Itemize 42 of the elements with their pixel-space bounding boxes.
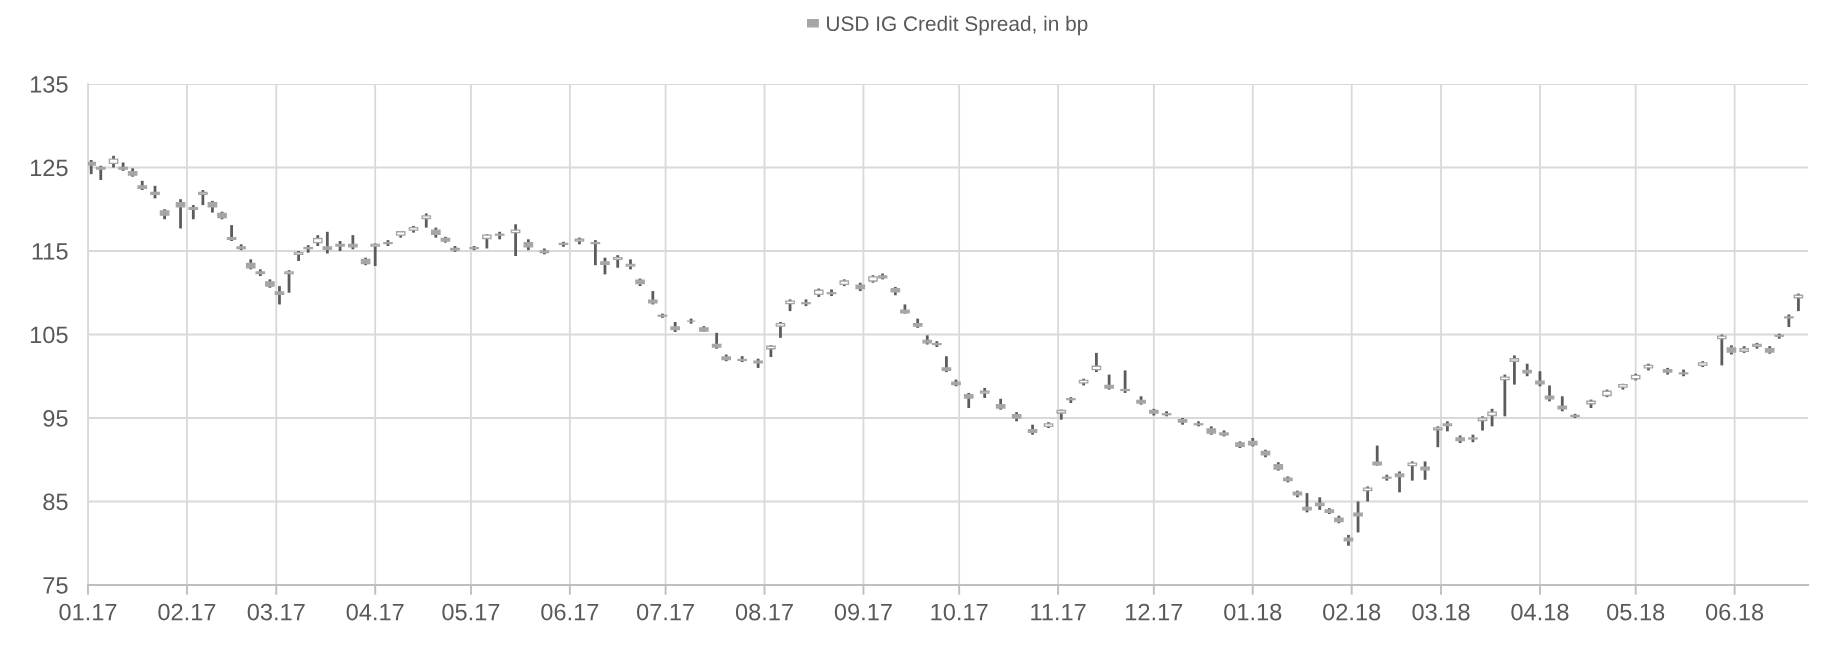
candlestick bbox=[1432, 424, 1443, 449]
candlestick bbox=[370, 242, 381, 268]
candlestick bbox=[284, 268, 294, 295]
candlestick bbox=[1500, 373, 1510, 418]
y-tick-label: 115 bbox=[32, 243, 68, 260]
x-tick-label: 08.17 bbox=[735, 603, 793, 621]
x-tick-label: 11.17 bbox=[1031, 603, 1086, 621]
x-tick-label: 03.17 bbox=[247, 603, 305, 621]
x-tick-label: 04.18 bbox=[1511, 603, 1569, 621]
y-tick-label: 85 bbox=[43, 493, 68, 511]
x-tick-label: 09.17 bbox=[834, 603, 892, 621]
y-tick-label: 135 bbox=[30, 76, 68, 93]
candlestick bbox=[1353, 500, 1363, 534]
x-tick-label: 06.17 bbox=[541, 603, 599, 621]
x-tick-label: 12.17 bbox=[1126, 603, 1183, 621]
x-tick-label: 04.17 bbox=[346, 603, 404, 621]
x-tick-label: 02.18 bbox=[1323, 603, 1381, 621]
candlestick bbox=[1407, 460, 1418, 483]
candlestick bbox=[1509, 353, 1520, 386]
x-tick-label: 02.17 bbox=[158, 603, 216, 621]
x-tick-label: 05.17 bbox=[442, 603, 500, 621]
y-tick-label: 95 bbox=[43, 410, 68, 427]
candlestick bbox=[274, 284, 285, 306]
candlestick bbox=[510, 222, 521, 258]
candlestick bbox=[1394, 470, 1405, 494]
legend-label: USD IG Credit Spread, in bp bbox=[827, 15, 1088, 36]
candlestick bbox=[590, 238, 601, 267]
x-tick-label: 01.17 bbox=[59, 603, 117, 621]
x-tick-label: 03.18 bbox=[1412, 603, 1470, 621]
y-tick-label: 75 bbox=[43, 577, 68, 594]
x-tick-label: 05.18 bbox=[1607, 603, 1665, 621]
x-tick-label: 01.18 bbox=[1224, 603, 1282, 621]
candlestick bbox=[1302, 491, 1312, 514]
candlestick bbox=[322, 230, 333, 255]
candlestick bbox=[1120, 369, 1130, 395]
y-tick-label: 125 bbox=[30, 159, 68, 177]
candlestick bbox=[1716, 333, 1727, 367]
x-tick-label: 10.17 bbox=[931, 603, 988, 621]
candlestick bbox=[1784, 313, 1794, 329]
x-tick-label: 06.18 bbox=[1705, 603, 1764, 621]
x-tick-label: 07.17 bbox=[636, 603, 694, 621]
y-tick-label: 105 bbox=[30, 326, 68, 344]
